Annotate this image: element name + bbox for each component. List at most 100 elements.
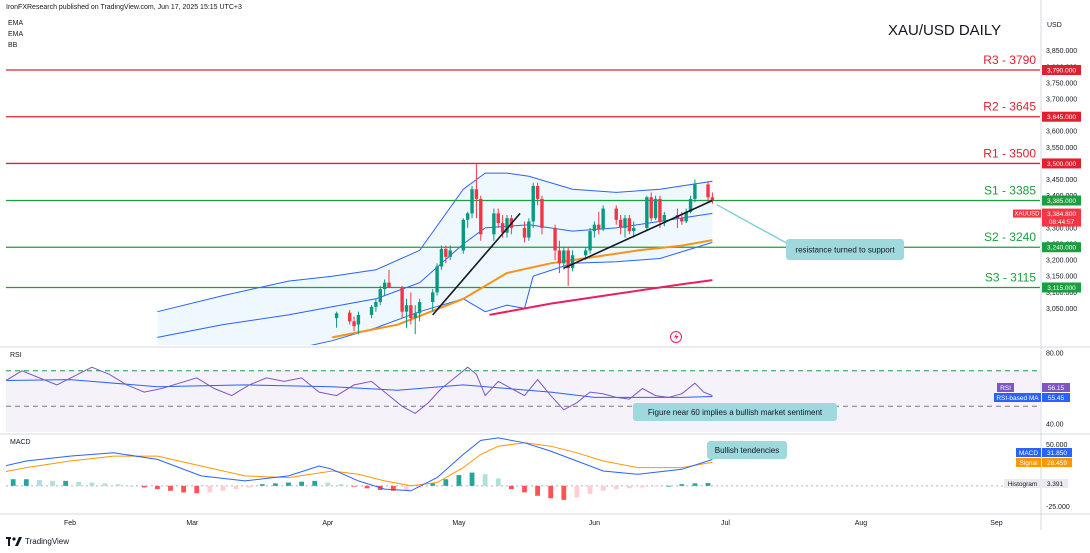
- price-tick-label: 3,550.000: [1046, 145, 1077, 152]
- chart-title: XAU/USD DAILY: [888, 22, 1002, 39]
- candle-body: [479, 198, 483, 235]
- annotation-box: [786, 239, 904, 260]
- rsi-line: [6, 366, 713, 414]
- macd-histogram-bar: [194, 485, 200, 494]
- countdown-value: 08:44:57: [1049, 219, 1075, 226]
- macd-histogram-bar: [10, 479, 16, 486]
- time-tick-label: May: [452, 520, 466, 527]
- histogram-value-tag: [1042, 479, 1068, 488]
- candle-body: [592, 224, 597, 232]
- events-icon: [670, 331, 682, 343]
- rsi-pane[interactable]: [0, 366, 1040, 442]
- indicator-ema-2[interactable]: EMA: [8, 31, 24, 38]
- macd-histogram-bar: [338, 484, 344, 486]
- macd-signal-line: [6, 442, 713, 487]
- macd-histogram-bar: [37, 480, 42, 486]
- macd-histogram-bar: [181, 485, 187, 493]
- macd-histogram-bar: [351, 485, 357, 487]
- indicator-bb[interactable]: BB: [8, 42, 18, 49]
- macd-histogram-bar: [233, 485, 239, 490]
- bollinger-upper-line: [157, 172, 713, 313]
- candle-body: [588, 231, 592, 251]
- rsi-ma-line: [6, 379, 713, 398]
- level-price-tag-text: 3,240.000: [1047, 245, 1076, 252]
- candle-body: [496, 213, 500, 224]
- macd-histogram-bar: [666, 485, 672, 487]
- macd-histogram-bar: [692, 483, 698, 486]
- macd-histogram-bar: [272, 483, 278, 486]
- candle-body: [527, 221, 531, 238]
- macd-histogram-bar: [587, 485, 593, 495]
- macd-histogram-bar: [63, 480, 69, 486]
- candle-body: [465, 213, 470, 220]
- signal-label-text: Signal: [1019, 460, 1038, 467]
- candle-body: [535, 186, 540, 199]
- macd-histogram-bar: [102, 483, 108, 486]
- price-tick-label: 3,300.000: [1046, 225, 1077, 232]
- candle-body: [706, 184, 710, 198]
- candle-body: [645, 197, 649, 228]
- macd-histogram-bar: [430, 483, 436, 486]
- bollinger-lower-line: [310, 241, 713, 345]
- histogram-value-text: 3.391: [1047, 481, 1064, 488]
- macd-histogram-bar: [522, 485, 527, 493]
- macd-annotation-text: Bullish tendencies: [715, 446, 779, 455]
- candle-body: [680, 218, 684, 222]
- macd-label-tag: [1016, 448, 1041, 457]
- candle-body: [417, 302, 422, 314]
- price-tick-label: 3,050.000: [1046, 306, 1077, 313]
- rsi-ma-value-text: 55.45: [1048, 395, 1065, 402]
- price-tick-label: 3,750.000: [1046, 80, 1077, 87]
- time-tick-label: Jul: [721, 520, 730, 527]
- candle-body: [557, 250, 562, 264]
- macd-histogram-bar: [600, 485, 606, 491]
- candle-body: [693, 184, 697, 199]
- candle-body: [522, 227, 527, 238]
- rsi-annotation-text: Figure near 60 implies a bullish market …: [648, 408, 823, 417]
- candle-body: [649, 197, 653, 219]
- price-tick-label: 3,450.000: [1046, 177, 1077, 184]
- macd-histogram-bar: [23, 479, 29, 486]
- macd-histogram-bar: [50, 480, 55, 486]
- macd-histogram-bar: [128, 485, 134, 487]
- macd-histogram-bar: [456, 475, 462, 486]
- trendline: [432, 212, 521, 316]
- candle-body: [374, 302, 378, 307]
- macd-histogram-bar: [220, 485, 226, 491]
- rsi-tick-label: 80.00: [1046, 351, 1064, 358]
- level-label: R1 - 3500: [983, 146, 1036, 160]
- candle-body: [583, 250, 588, 256]
- macd-pane-label: MACD: [10, 439, 31, 446]
- level-label: S1 - 3385: [984, 184, 1036, 198]
- macd-pane[interactable]: [0, 437, 1040, 500]
- macd-histogram-bar: [168, 485, 173, 491]
- rsi-annotation-box: [633, 403, 837, 421]
- candle-body: [404, 305, 409, 312]
- rsi-pane-label: RSI: [10, 352, 22, 359]
- macd-histogram-bar: [141, 485, 147, 488]
- candle-body: [662, 215, 667, 222]
- candle-body: [505, 218, 509, 233]
- candle-body: [492, 213, 496, 235]
- macd-histogram-bar: [115, 484, 121, 486]
- price-pane[interactable]: [6, 69, 1040, 363]
- level-price-tag-text: 3,115.000: [1047, 285, 1076, 292]
- macd-histogram-bar: [561, 485, 567, 500]
- candle-body: [688, 198, 693, 212]
- candle-body: [378, 289, 382, 302]
- macd-histogram-bar: [640, 485, 645, 488]
- macd-histogram-bar: [469, 472, 475, 486]
- candle-body: [540, 198, 544, 228]
- candle-body: [409, 305, 413, 319]
- candle-body: [597, 224, 601, 230]
- macd-histogram-bar: [574, 485, 580, 498]
- indicator-ema-1[interactable]: EMA: [8, 20, 24, 27]
- macd-histogram-bar: [246, 485, 252, 488]
- candle-body: [614, 208, 618, 220]
- rsi-label-text: RSI: [1000, 385, 1011, 392]
- candle-body: [570, 255, 575, 269]
- rsi-band-fill: [6, 370, 1040, 432]
- candle-body: [562, 250, 566, 264]
- rsi-ma-label-tag: [994, 393, 1041, 402]
